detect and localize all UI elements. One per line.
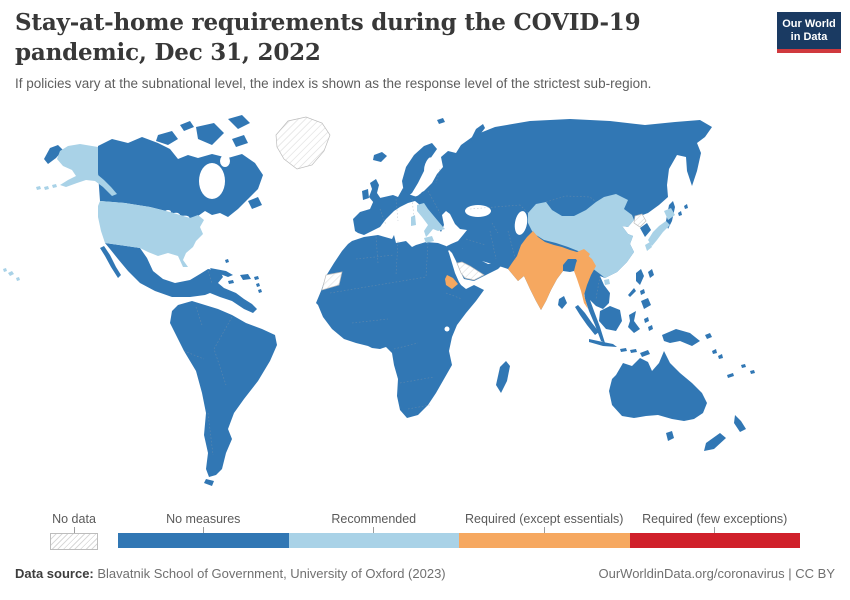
- map-country-sri-lanka[interactable]: [558, 296, 567, 309]
- map-country-mexico-central-america[interactable]: [105, 243, 257, 313]
- legend-swatch-recommended[interactable]: [288, 533, 459, 548]
- map-layer-recommended: [3, 144, 675, 285]
- legend-no-data-label: No data: [52, 512, 96, 526]
- map-country-indonesia[interactable]: [575, 305, 653, 357]
- legend-item-required-few-exceptions: Required (few exceptions): [629, 512, 800, 548]
- map-country-eritrea[interactable]: [445, 275, 458, 289]
- caspian-sea: [514, 211, 528, 235]
- legend-tick: [202, 527, 204, 533]
- data-source: Data source: Blavatnik School of Governm…: [15, 566, 446, 581]
- lake-victoria: [444, 326, 450, 332]
- map-region-south-america[interactable]: [170, 301, 277, 486]
- map-layer-required-except-essentials: [445, 231, 596, 310]
- legend-tick: [373, 527, 375, 533]
- owid-credit-link[interactable]: OurWorldinData.org/coronavirus | CC BY: [598, 566, 835, 581]
- map-country-taiwan[interactable]: [648, 269, 654, 278]
- page-title: Stay-at-home requirements during the COV…: [15, 9, 641, 67]
- legend-tick: [73, 527, 75, 533]
- data-source-label: Data source:: [15, 566, 94, 581]
- page-subtitle: If policies vary at the subnational leve…: [15, 76, 652, 91]
- map-country-india[interactable]: [508, 231, 590, 310]
- owid-logo[interactable]: Our World in Data: [777, 12, 841, 53]
- map-country-iceland[interactable]: [373, 152, 387, 162]
- legend-item-recommended: Recommended: [288, 512, 459, 548]
- map-country-greenland[interactable]: [275, 116, 331, 170]
- map-country-japan[interactable]: [645, 208, 675, 251]
- map-region-novaya-zemlya-svalbard[interactable]: [437, 118, 485, 143]
- map-country-south-korea[interactable]: [640, 223, 651, 237]
- map-region-canadian-arctic-islands[interactable]: [156, 115, 262, 209]
- gulf-of-bothnia: [424, 157, 432, 173]
- map-region-hawaii[interactable]: [3, 268, 20, 281]
- map-region-sakhalin-kurils[interactable]: [666, 201, 688, 229]
- legend-label: Required (few exceptions): [642, 512, 788, 526]
- owid-logo-line1: Our World: [782, 18, 836, 30]
- map-country-china[interactable]: [528, 194, 634, 278]
- map-country-australia[interactable]: [609, 351, 707, 441]
- chart-footer: Data source: Blavatnik School of Governm…: [15, 566, 835, 581]
- legend-label: Required (except essentials): [465, 512, 624, 526]
- map-country-united-kingdom[interactable]: [369, 179, 381, 203]
- map-region-alaska[interactable]: [57, 144, 117, 196]
- map-country-usa[interactable]: [98, 201, 204, 267]
- map-region-pacific-islands[interactable]: [712, 349, 755, 378]
- world-map-svg: [3, 115, 755, 486]
- map-country-russia-chukotka-wrap[interactable]: [44, 145, 63, 164]
- legend-swatch-no-measures[interactable]: [118, 533, 289, 548]
- map-region-scandinavia[interactable]: [402, 143, 437, 197]
- map-layer-no-measures: [44, 115, 755, 486]
- hudson-bay: [199, 163, 225, 199]
- map-country-ireland[interactable]: [362, 189, 369, 200]
- map-layer-no-data: [275, 116, 647, 291]
- map-region-hainan[interactable]: [604, 279, 610, 285]
- map-country-myanmar[interactable]: [574, 254, 596, 309]
- map-country-philippines[interactable]: [628, 269, 651, 309]
- legend-label: Recommended: [331, 512, 417, 526]
- data-source-text: Blavatnik School of Government, Universi…: [93, 566, 446, 581]
- map-country-madagascar[interactable]: [496, 361, 510, 393]
- legend-item-required-except-essentials: Required (except essentials): [459, 512, 630, 548]
- black-sea: [465, 205, 491, 217]
- map-region-africa[interactable]: [316, 235, 484, 418]
- country-borders: [183, 168, 601, 456]
- legend-no-data: No data: [50, 512, 98, 550]
- map-legend: No data No measures Recommended Required…: [50, 512, 800, 552]
- legend-tick: [543, 527, 545, 533]
- map-country-italy[interactable]: [411, 203, 445, 243]
- map-country-north-korea[interactable]: [633, 213, 647, 228]
- map-region-aleutians[interactable]: [36, 184, 57, 190]
- legend-label: No measures: [166, 512, 241, 526]
- map-country-yemen[interactable]: [456, 261, 485, 281]
- legend-swatch-required-few-exceptions[interactable]: [629, 533, 800, 548]
- map-country-new-zealand[interactable]: [704, 415, 746, 451]
- map-layer-small-dark: [640, 223, 651, 237]
- map-country-western-sahara[interactable]: [321, 271, 343, 291]
- world-map: [0, 113, 850, 505]
- legend-tick: [714, 527, 716, 533]
- legend-item-no-measures: No measures: [118, 512, 289, 548]
- legend-swatch-required-except-essentials[interactable]: [459, 533, 630, 548]
- owid-logo-line2: in Data: [790, 31, 828, 43]
- legend-color-bar: No measures Recommended Required (except…: [118, 512, 800, 548]
- foxe-basin: [220, 155, 230, 167]
- map-country-papua-new-guinea[interactable]: [662, 329, 712, 346]
- baltic-sea: [413, 181, 427, 197]
- legend-no-data-swatch[interactable]: [50, 533, 98, 550]
- map-region-baja-california[interactable]: [100, 246, 121, 278]
